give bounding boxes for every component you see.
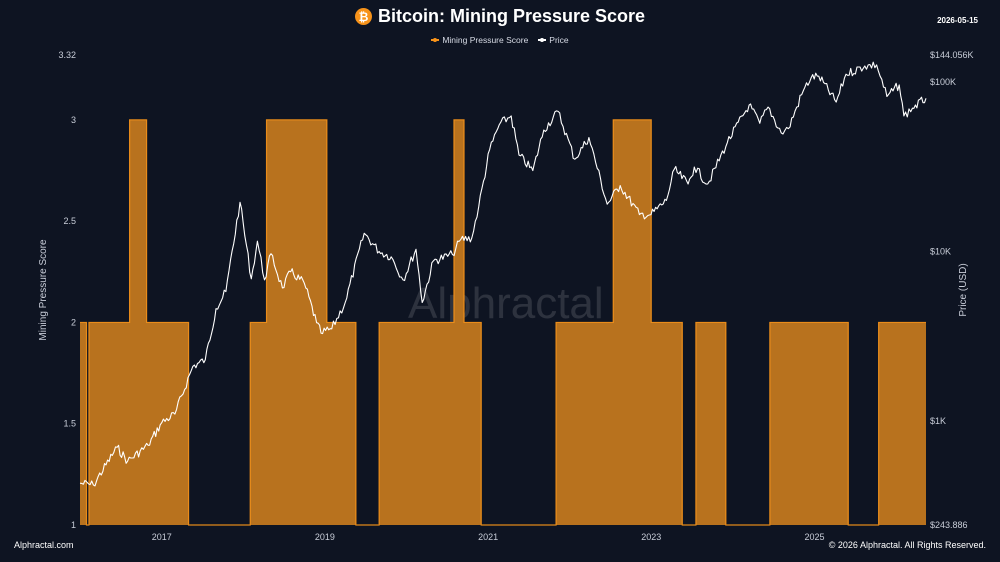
x-tick-label: 2025	[805, 532, 825, 542]
bitcoin-icon: ₿	[354, 8, 372, 25]
chart-header: ₿ Bitcoin: Mining Pressure Score 2026-05…	[0, 0, 1000, 50]
y2-tick-label: $1K	[930, 416, 946, 426]
watermark: Alphractal	[408, 279, 604, 328]
legend-item-price[interactable]: Price	[538, 35, 569, 45]
y-tick-label: 2.5	[63, 216, 76, 226]
y-tick-label: 2	[71, 317, 76, 327]
y-tick-label: 1	[71, 520, 76, 530]
axes: 1 1.5 2 2.5 3 3.32 $243.886 $1K $10K $100K $144.05…	[38, 50, 974, 542]
legend-swatch-score	[431, 38, 440, 42]
legend-label-price: Price	[549, 35, 569, 45]
legend: Mining Pressure Score Price	[0, 35, 1000, 45]
y2-tick-label: $10K	[930, 246, 951, 256]
score-series	[80, 119, 926, 526]
price-line	[79, 61, 927, 487]
legend-label-score: Mining Pressure Score	[442, 35, 529, 45]
legend-item-score[interactable]: Mining Pressure Score	[431, 35, 528, 45]
legend-swatch-price	[538, 38, 547, 42]
price-series	[79, 61, 927, 487]
x-tick-label: 2017	[152, 532, 172, 542]
x-tick-label: 2021	[478, 532, 498, 542]
y-tick-label: 3.32	[58, 50, 76, 60]
score-area	[80, 119, 926, 526]
y2-axis-title: Price (USD)	[958, 263, 969, 316]
y2-tick-label: $100K	[930, 77, 956, 87]
y2-tick-label: $144.056K	[930, 50, 974, 60]
date-label: 2026-05-15	[937, 16, 978, 25]
score-line	[80, 119, 926, 526]
y2-tick-label: $243.886	[930, 520, 968, 530]
footer-copyright: © 2026 Alphractal. All Rights Reserved.	[828, 540, 986, 550]
x-tick-label: 2023	[641, 532, 661, 542]
x-tick-label: 2019	[315, 532, 335, 542]
y-tick-label: 3	[71, 115, 76, 125]
y-tick-label: 1.5	[63, 419, 76, 429]
y-axis-title: Mining Pressure Score	[38, 239, 49, 341]
chart-title: Bitcoin: Mining Pressure Score	[377, 6, 646, 26]
title-wrap: ₿ Bitcoin: Mining Pressure Score	[0, 6, 1000, 27]
footer-site-link[interactable]: Alphractal.com	[14, 540, 74, 550]
